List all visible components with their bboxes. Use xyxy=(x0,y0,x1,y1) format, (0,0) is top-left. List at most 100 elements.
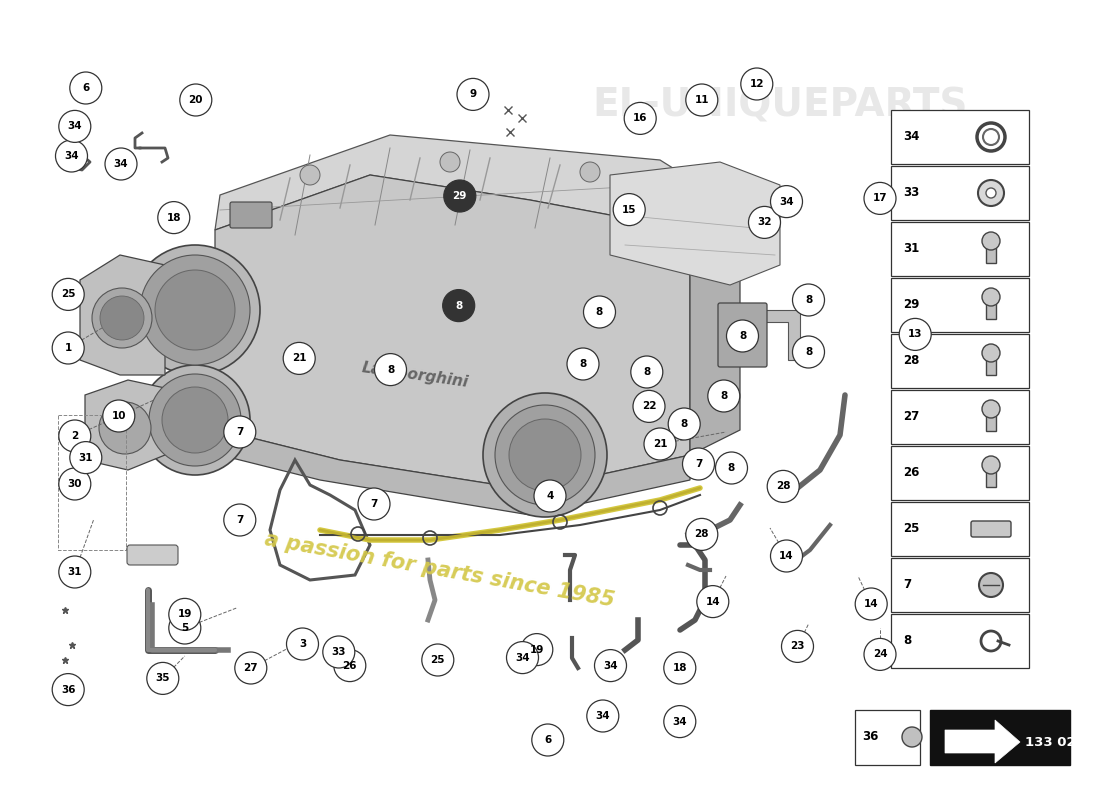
Bar xyxy=(891,166,1028,220)
Circle shape xyxy=(624,102,657,134)
Text: 28: 28 xyxy=(903,354,920,367)
Bar xyxy=(986,291,996,319)
Circle shape xyxy=(443,180,476,212)
Circle shape xyxy=(58,110,91,142)
Circle shape xyxy=(69,442,102,474)
Bar xyxy=(986,347,996,375)
Circle shape xyxy=(583,296,616,328)
Polygon shape xyxy=(945,720,1020,763)
Text: 8: 8 xyxy=(903,634,911,647)
Circle shape xyxy=(506,642,539,674)
Circle shape xyxy=(92,288,152,348)
Text: 7: 7 xyxy=(371,499,377,509)
Bar xyxy=(855,710,920,765)
Text: 17: 17 xyxy=(872,194,888,203)
Polygon shape xyxy=(610,162,780,285)
Text: 14: 14 xyxy=(864,599,879,609)
Text: 31: 31 xyxy=(903,242,920,255)
Polygon shape xyxy=(85,380,165,470)
Bar xyxy=(986,403,996,431)
Text: 22: 22 xyxy=(641,402,657,411)
Polygon shape xyxy=(180,175,690,490)
Circle shape xyxy=(146,662,179,694)
Circle shape xyxy=(982,344,1000,362)
Circle shape xyxy=(104,148,138,180)
Circle shape xyxy=(58,556,91,588)
Bar xyxy=(891,558,1028,612)
Text: 8: 8 xyxy=(805,347,812,357)
Bar xyxy=(891,614,1028,668)
Text: 36: 36 xyxy=(60,685,76,694)
Circle shape xyxy=(770,540,803,572)
Text: 21: 21 xyxy=(652,439,668,449)
Polygon shape xyxy=(180,420,690,515)
Circle shape xyxy=(52,278,85,310)
Text: 8: 8 xyxy=(681,419,688,429)
Text: 8: 8 xyxy=(805,295,812,305)
Text: 8: 8 xyxy=(728,463,735,473)
Circle shape xyxy=(286,628,319,660)
Polygon shape xyxy=(80,255,165,375)
Text: 34: 34 xyxy=(595,711,610,721)
Text: 31: 31 xyxy=(78,453,94,462)
Bar xyxy=(891,278,1028,332)
Text: 8: 8 xyxy=(387,365,394,374)
Bar xyxy=(930,710,1070,765)
Circle shape xyxy=(69,72,102,104)
Circle shape xyxy=(148,374,241,466)
Circle shape xyxy=(580,162,600,182)
Text: 12: 12 xyxy=(749,79,764,89)
Circle shape xyxy=(982,232,1000,250)
Bar xyxy=(986,459,996,487)
Text: 28: 28 xyxy=(776,482,791,491)
Text: 34: 34 xyxy=(515,653,530,662)
Circle shape xyxy=(566,348,600,380)
Text: 19: 19 xyxy=(529,645,544,654)
Circle shape xyxy=(52,332,85,364)
Text: 7: 7 xyxy=(236,427,243,437)
Circle shape xyxy=(322,636,355,668)
Text: 8: 8 xyxy=(580,359,586,369)
Text: 8: 8 xyxy=(739,331,746,341)
Circle shape xyxy=(792,284,825,316)
FancyBboxPatch shape xyxy=(718,303,767,367)
Text: 34: 34 xyxy=(67,122,82,131)
Circle shape xyxy=(421,644,454,676)
Text: 6: 6 xyxy=(544,735,551,745)
Text: 30: 30 xyxy=(67,479,82,489)
Text: 26: 26 xyxy=(342,661,358,670)
Bar xyxy=(891,502,1028,556)
Circle shape xyxy=(986,188,996,198)
Text: 3: 3 xyxy=(299,639,306,649)
Polygon shape xyxy=(214,135,740,230)
Circle shape xyxy=(157,202,190,234)
Circle shape xyxy=(902,727,922,747)
Text: 31: 31 xyxy=(67,567,82,577)
Text: 29: 29 xyxy=(903,298,920,311)
Text: 25: 25 xyxy=(60,290,76,299)
Circle shape xyxy=(168,598,201,630)
Circle shape xyxy=(685,84,718,116)
Text: 36: 36 xyxy=(862,730,879,743)
Circle shape xyxy=(792,336,825,368)
Text: EL-UNIQUEPARTS: EL-UNIQUEPARTS xyxy=(592,86,968,124)
Text: 8: 8 xyxy=(455,301,462,310)
Circle shape xyxy=(55,140,88,172)
Text: 27: 27 xyxy=(243,663,258,673)
Text: 34: 34 xyxy=(672,717,688,726)
Circle shape xyxy=(978,180,1004,206)
FancyBboxPatch shape xyxy=(230,202,272,228)
Circle shape xyxy=(440,152,460,172)
Circle shape xyxy=(179,84,212,116)
Circle shape xyxy=(855,588,888,620)
Text: 18: 18 xyxy=(166,213,182,222)
Text: 24: 24 xyxy=(872,650,888,659)
Text: 16: 16 xyxy=(632,114,648,123)
Text: 19: 19 xyxy=(177,610,192,619)
Bar xyxy=(891,110,1028,164)
Text: 7: 7 xyxy=(695,459,702,469)
Text: 8: 8 xyxy=(720,391,727,401)
Circle shape xyxy=(100,296,144,340)
Text: 26: 26 xyxy=(903,466,920,479)
Circle shape xyxy=(155,270,235,350)
